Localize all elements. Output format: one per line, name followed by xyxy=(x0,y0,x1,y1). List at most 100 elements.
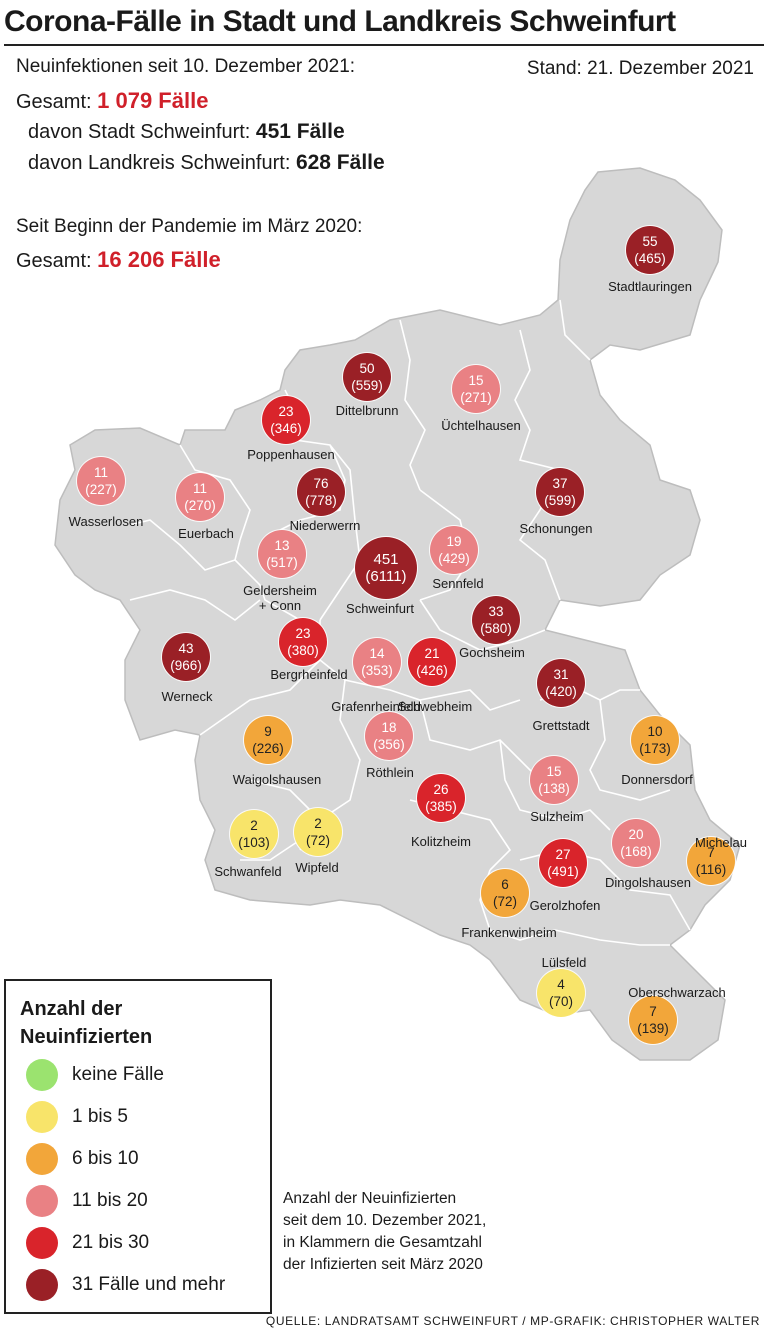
place-name: Schwanfeld xyxy=(214,864,282,879)
new-cases: 9 xyxy=(264,724,272,739)
new-cases: 11 xyxy=(192,481,207,496)
case-bubble: 13 (517) xyxy=(258,530,306,578)
new-cases: 23 xyxy=(295,626,311,641)
place-name: Dittelbrunn xyxy=(335,403,399,418)
case-bubble: 20 (168) xyxy=(612,819,660,867)
case-bubble: 55 (465) xyxy=(626,226,674,274)
case-bubble: 26 (385) xyxy=(417,774,465,822)
new-cases: 4 xyxy=(557,977,565,992)
case-bubble: 33 (580) xyxy=(472,596,520,644)
total-cases: (385) xyxy=(425,799,457,814)
legend-item: 31 Fälle und mehr xyxy=(26,1269,225,1301)
district-line: davon Landkreis Schweinfurt: 628 Fälle xyxy=(28,151,385,175)
total-cases: (580) xyxy=(480,621,512,636)
place-name: Oberschwarzach xyxy=(628,985,726,1000)
pandemic-total-label: Gesamt: xyxy=(16,250,92,272)
total-cases: (168) xyxy=(620,844,652,859)
new-cases: 11 xyxy=(93,465,108,480)
total-cases: (966) xyxy=(170,658,202,673)
new-cases: 14 xyxy=(369,646,385,661)
case-bubble: 19 (429) xyxy=(430,526,478,574)
case-bubble: 2 (72) xyxy=(294,808,342,856)
new-cases: 27 xyxy=(555,847,571,862)
new-cases: 6 xyxy=(501,877,509,892)
total-cases: (465) xyxy=(634,251,666,266)
district-value: 628 Fälle xyxy=(295,151,385,174)
since-label: Neuinfektionen seit 10. Dezember 2021: xyxy=(16,56,356,77)
pandemic-label: Seit Beginn der Pandemie im März 2020: xyxy=(16,216,363,237)
legend-swatch xyxy=(26,1059,58,1091)
place-name: Waigolshausen xyxy=(232,772,322,787)
new-cases: 55 xyxy=(642,234,658,249)
legend-item: 1 bis 5 xyxy=(26,1101,128,1133)
case-bubble: 11 (227) xyxy=(77,457,125,505)
total-cases: (491) xyxy=(547,864,579,879)
total-cases: (426) xyxy=(416,663,448,678)
total-cases: (70) xyxy=(548,994,573,1009)
total-cases: (271) xyxy=(460,390,492,405)
legend-label: 1 bis 5 xyxy=(72,1106,128,1127)
total-cases: (72) xyxy=(492,894,517,909)
legend-title-line: Neuinfizierten xyxy=(20,1026,153,1048)
legend-swatch xyxy=(26,1143,58,1175)
place-name: Schonungen xyxy=(519,521,593,536)
district-label: davon Landkreis Schweinfurt: xyxy=(28,152,291,174)
new-cases: 7 xyxy=(707,845,715,860)
case-bubble: 76 (778) xyxy=(297,468,345,516)
place-name: Niederwerrn xyxy=(289,518,361,533)
legend-title-line: Anzahl der xyxy=(20,998,123,1020)
case-bubble: 451 (6111) xyxy=(355,537,417,599)
total-line: Gesamt: 1 079 Fälle xyxy=(16,88,208,114)
case-bubble: 21 (426) xyxy=(408,638,456,686)
total-cases: (103) xyxy=(238,835,270,850)
city-value: 451 Fälle xyxy=(255,120,345,143)
case-bubble: 4 (70) xyxy=(537,969,585,1017)
new-cases: 15 xyxy=(468,373,484,388)
place-name: Lülsfeld xyxy=(541,955,587,970)
case-bubble: 14 (353) xyxy=(353,638,401,686)
place-name: Donnersdorf xyxy=(621,772,693,787)
case-bubble: 23 (346) xyxy=(262,396,310,444)
case-bubble: 7 (139) xyxy=(629,996,677,1044)
total-cases: (559) xyxy=(351,378,383,393)
place-name: Gerolzhofen xyxy=(529,898,601,913)
total-cases: (116) xyxy=(695,862,727,877)
map-title: Corona-Fälle in Stadt und Landkreis Schw… xyxy=(4,2,764,46)
legend-label: 21 bis 30 xyxy=(72,1232,150,1253)
note-line: der Infizierten seit März 2020 xyxy=(283,1256,483,1273)
case-bubble: 10 (173) xyxy=(631,716,679,764)
place-name: Röthlein xyxy=(366,765,414,780)
total-cases: (173) xyxy=(639,741,671,756)
case-bubble: 6 (72) xyxy=(481,869,529,917)
case-bubble: 7 (116) xyxy=(687,837,735,885)
case-bubble: 2 (103) xyxy=(230,810,278,858)
case-bubble: 27 (491) xyxy=(539,839,587,887)
explanation-note: Anzahl der Neuinfizierten seit dem 10. D… xyxy=(283,1188,583,1276)
new-cases: 26 xyxy=(433,782,449,797)
note-line: in Klammern die Gesamtzahl xyxy=(283,1234,482,1251)
pandemic-total-value: 16 206 Fälle xyxy=(97,247,221,272)
new-cases: 50 xyxy=(359,361,375,376)
note-line: seit dem 10. Dezember 2021, xyxy=(283,1212,487,1229)
place-name: Stadtlauringen xyxy=(608,279,692,294)
new-cases: 21 xyxy=(424,646,440,661)
legend-item: 6 bis 10 xyxy=(26,1143,139,1175)
legend-swatch xyxy=(26,1227,58,1259)
source-credit: QUELLE: LANDRATSAMT SCHWEINFURT / MP-GRA… xyxy=(265,1314,760,1328)
new-cases: 2 xyxy=(314,816,322,831)
total-cases: (138) xyxy=(538,781,570,796)
new-cases: 31 xyxy=(553,667,569,682)
place-name: Euerbach xyxy=(178,526,234,541)
place-name: Grettstadt xyxy=(532,718,590,733)
place-name: Wipfeld xyxy=(295,860,339,875)
place-name: Frankenwinheim xyxy=(461,925,557,940)
total-cases: (6111) xyxy=(365,568,407,585)
city-label: davon Stadt Schweinfurt: xyxy=(28,121,251,143)
new-cases: 13 xyxy=(274,538,290,553)
case-bubble: 15 (138) xyxy=(530,756,578,804)
new-cases: 7 xyxy=(649,1004,657,1019)
new-cases: 19 xyxy=(446,534,462,549)
place-name: Sulzheim xyxy=(530,809,584,824)
case-bubble: 50 (559) xyxy=(343,353,391,401)
place-name: Wasserlosen xyxy=(68,514,144,529)
